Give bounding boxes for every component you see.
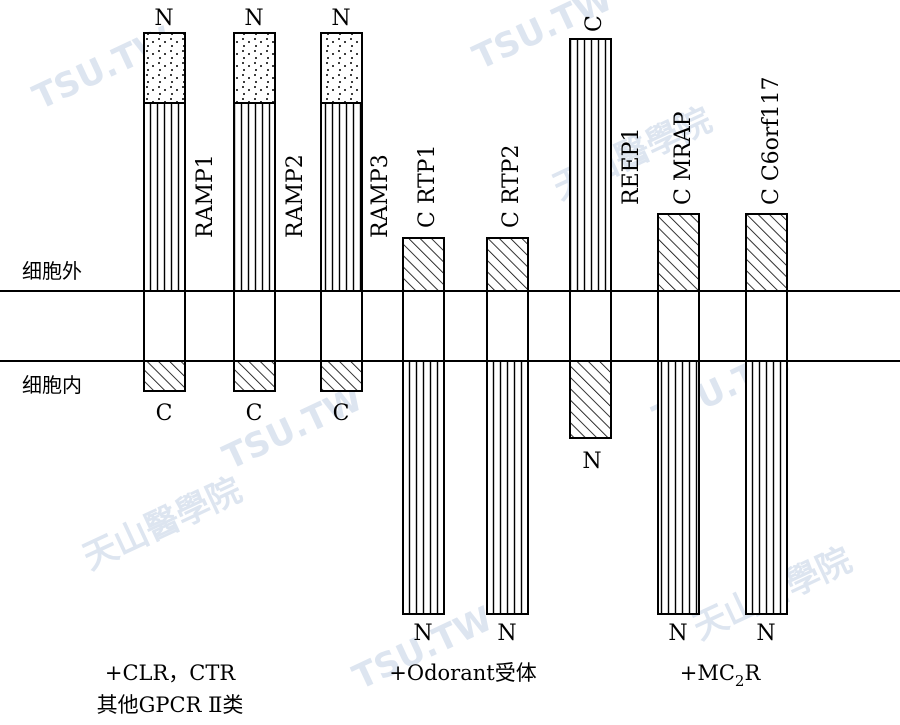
- mrap-label: C MRAP: [671, 111, 696, 205]
- rtp2-label: C RTP2: [499, 145, 524, 228]
- ramp2-extracellular-domain: [233, 102, 276, 292]
- ramp1-bottom-terminal: C: [156, 401, 173, 426]
- group-caption-gpcr-class-ii: 其他GPCR Ⅱ类: [97, 693, 244, 717]
- protein-mrap: N C MRAP: [657, 111, 700, 646]
- ramp3-bottom-terminal: C: [333, 401, 350, 426]
- mrap-transmembrane-domain: [657, 290, 700, 362]
- c6orf117-bottom-terminal: N: [756, 621, 775, 646]
- mrap-bottom-terminal: N: [668, 621, 687, 646]
- rtp2-cytoplasmic-domain: [486, 360, 529, 615]
- protein-ramp1: N C RAMP1: [143, 6, 218, 426]
- rtp2-transmembrane-domain: [486, 290, 529, 362]
- watermark-text: 天山醫學院: [77, 470, 248, 578]
- ramp1-extracellular-domain: [143, 102, 186, 292]
- ramp2-label: RAMP2: [283, 154, 308, 238]
- ramp1-cytoplasmic-tail: [143, 360, 186, 392]
- ramp1-transmembrane-domain: [143, 290, 186, 362]
- protein-rtp1: N C RTP1: [402, 145, 445, 646]
- reep1-cytoplasmic-tail: [569, 360, 612, 439]
- watermark-text: TSU.TW: [217, 379, 369, 478]
- group-caption-clr-ctr: +CLR，CTR: [105, 661, 236, 685]
- rtp1-cytoplasmic-domain: [402, 360, 445, 615]
- c6orf117-label: C C6orf117: [759, 76, 784, 205]
- ramp3-n-terminal-domain: [320, 32, 363, 104]
- protein-reep1: C N REEP1: [569, 15, 644, 474]
- extracellular-label: 细胞外: [22, 259, 82, 283]
- mc2r-prefix: +MC: [680, 661, 735, 685]
- group-caption-mc2r: +MC2R: [680, 661, 762, 690]
- mrap-cytoplasmic-domain: [657, 360, 700, 615]
- ramp2-n-terminal-domain: [233, 32, 276, 104]
- ramp2-bottom-terminal: C: [246, 401, 263, 426]
- ramp2-top-terminal: N: [244, 6, 263, 31]
- c6orf117-cytoplasmic-domain: [745, 360, 788, 615]
- rtp2-extracellular-tail: [486, 237, 529, 292]
- ramp3-top-terminal: N: [331, 6, 350, 31]
- ramp2-cytoplasmic-tail: [233, 360, 276, 392]
- protein-c6orf117: N C C6orf117: [745, 76, 788, 646]
- mrap-extracellular-tail: [657, 213, 700, 292]
- intracellular-label: 细胞内: [22, 373, 82, 397]
- ramp3-transmembrane-domain: [320, 290, 363, 362]
- protein-rtp2: N C RTP2: [486, 145, 529, 646]
- ramp2-transmembrane-domain: [233, 290, 276, 362]
- reep1-top-terminal: C: [582, 15, 607, 32]
- reep1-transmembrane-domain: [569, 290, 612, 362]
- rtp1-label: C RTP1: [415, 145, 440, 228]
- rtp2-bottom-terminal: N: [497, 621, 516, 646]
- rtp1-extracellular-tail: [402, 237, 445, 292]
- c6orf117-transmembrane-domain: [745, 290, 788, 362]
- mc2r-subscript: 2: [735, 672, 745, 690]
- ramp1-n-terminal-domain: [143, 32, 186, 104]
- protein-ramp2: N C RAMP2: [233, 6, 308, 426]
- mc2r-suffix: R: [744, 661, 761, 685]
- reep1-label: REEP1: [619, 128, 644, 205]
- reep1-bottom-terminal: N: [582, 449, 601, 474]
- group-caption-odorant-receptor: +Odorant受体: [389, 661, 536, 685]
- rtp1-transmembrane-domain: [402, 290, 445, 362]
- ramp1-top-terminal: N: [154, 6, 173, 31]
- ramp1-label: RAMP1: [193, 154, 218, 238]
- ramp3-cytoplasmic-tail: [320, 360, 363, 392]
- c6orf117-extracellular-tail: [745, 213, 788, 292]
- rtp1-bottom-terminal: N: [413, 621, 432, 646]
- protein-ramp3: N C RAMP3: [320, 6, 393, 426]
- ramp3-label: RAMP3: [368, 154, 393, 238]
- ramp3-extracellular-domain: [320, 102, 363, 292]
- reep1-extracellular-domain: [569, 38, 612, 292]
